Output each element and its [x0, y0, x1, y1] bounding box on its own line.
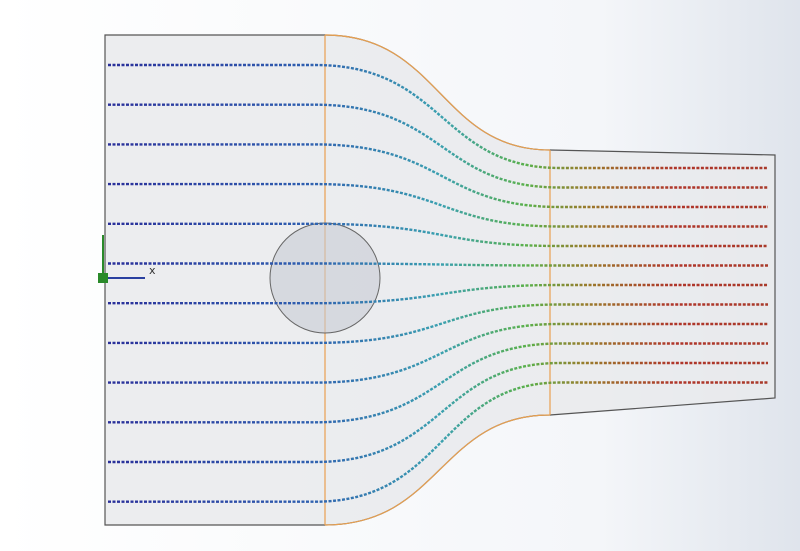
streamline [108, 303, 768, 345]
cylinder [269, 222, 381, 334]
streamlines [108, 63, 768, 503]
origin [98, 273, 108, 283]
streamline [108, 103, 768, 189]
streamline [108, 262, 768, 267]
streamline [108, 283, 768, 305]
axis-label: x [149, 264, 156, 277]
streamline [108, 361, 768, 464]
axis-triad: x [98, 235, 156, 283]
streamline [108, 342, 768, 424]
streamline [108, 322, 768, 384]
duct-edge-bottom [324, 414, 551, 526]
streamline [108, 222, 768, 248]
streamline [108, 182, 768, 228]
streamline [108, 63, 768, 170]
streamline [108, 143, 768, 209]
streamline [108, 381, 768, 503]
duct-edge-top [324, 34, 551, 151]
